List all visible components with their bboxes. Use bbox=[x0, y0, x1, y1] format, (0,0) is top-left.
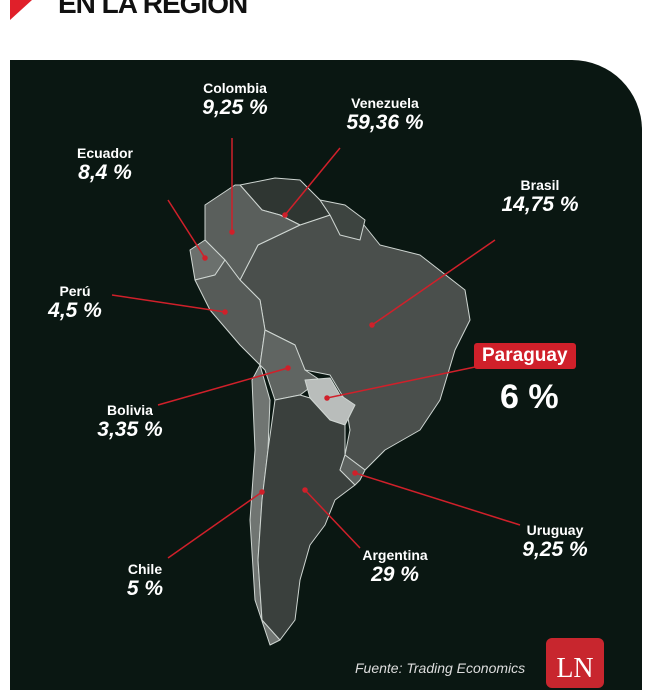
country-guianas bbox=[319, 199, 366, 241]
country-peru bbox=[194, 259, 266, 366]
red-flag-decoration bbox=[10, 0, 32, 20]
label-ecuador: Ecuador 8,4 % bbox=[60, 145, 150, 185]
country-uruguay bbox=[339, 454, 366, 486]
label-chile: Chile 5 % bbox=[110, 561, 180, 601]
country-argentina bbox=[257, 394, 356, 641]
label-brasil: Brasil 14,75 % bbox=[490, 177, 590, 217]
country-name: Uruguay bbox=[526, 522, 584, 538]
country-name: Colombia bbox=[203, 80, 267, 96]
country-value: 9,25 % bbox=[202, 96, 268, 119]
south-america-map bbox=[111, 138, 521, 646]
country-value: 4,5 % bbox=[48, 299, 102, 322]
country-colombia bbox=[204, 184, 301, 281]
country-value: 29 % bbox=[371, 563, 419, 586]
country-name: Chile bbox=[127, 561, 163, 577]
country-value: 5 % bbox=[126, 577, 164, 600]
country-name: Bolivia bbox=[107, 402, 153, 418]
label-peru: Perú 4,5 % bbox=[35, 283, 115, 323]
page-title: EN LA REGION bbox=[58, 0, 248, 19]
country-value: 8,4 % bbox=[78, 161, 132, 184]
label-uruguay: Uruguay 9,25 % bbox=[505, 522, 605, 562]
country-name: Argentina bbox=[362, 547, 428, 563]
source-note: Fuente: Trading Economics bbox=[355, 660, 526, 676]
label-colombia: Colombia 9,25 % bbox=[190, 80, 280, 120]
country-name: Ecuador bbox=[76, 145, 133, 161]
country-value: 59,36 % bbox=[346, 111, 424, 134]
country-name: Perú bbox=[59, 283, 91, 299]
ln-logo: LN bbox=[546, 638, 604, 688]
country-value: 3,35 % bbox=[97, 418, 163, 441]
country-name: Brasil bbox=[520, 177, 560, 193]
country-value: 14,75 % bbox=[501, 193, 579, 216]
country-value: 9,25 % bbox=[522, 538, 588, 561]
label-venezuela: Venezuela 59,36 % bbox=[330, 95, 440, 135]
paraguay-badge: Paraguay bbox=[474, 343, 576, 369]
country-name: Venezuela bbox=[351, 95, 419, 111]
label-argentina: Argentina 29 % bbox=[350, 547, 440, 587]
paraguay-value: 6 % bbox=[500, 378, 559, 416]
label-bolivia: Bolivia 3,35 % bbox=[85, 402, 175, 442]
